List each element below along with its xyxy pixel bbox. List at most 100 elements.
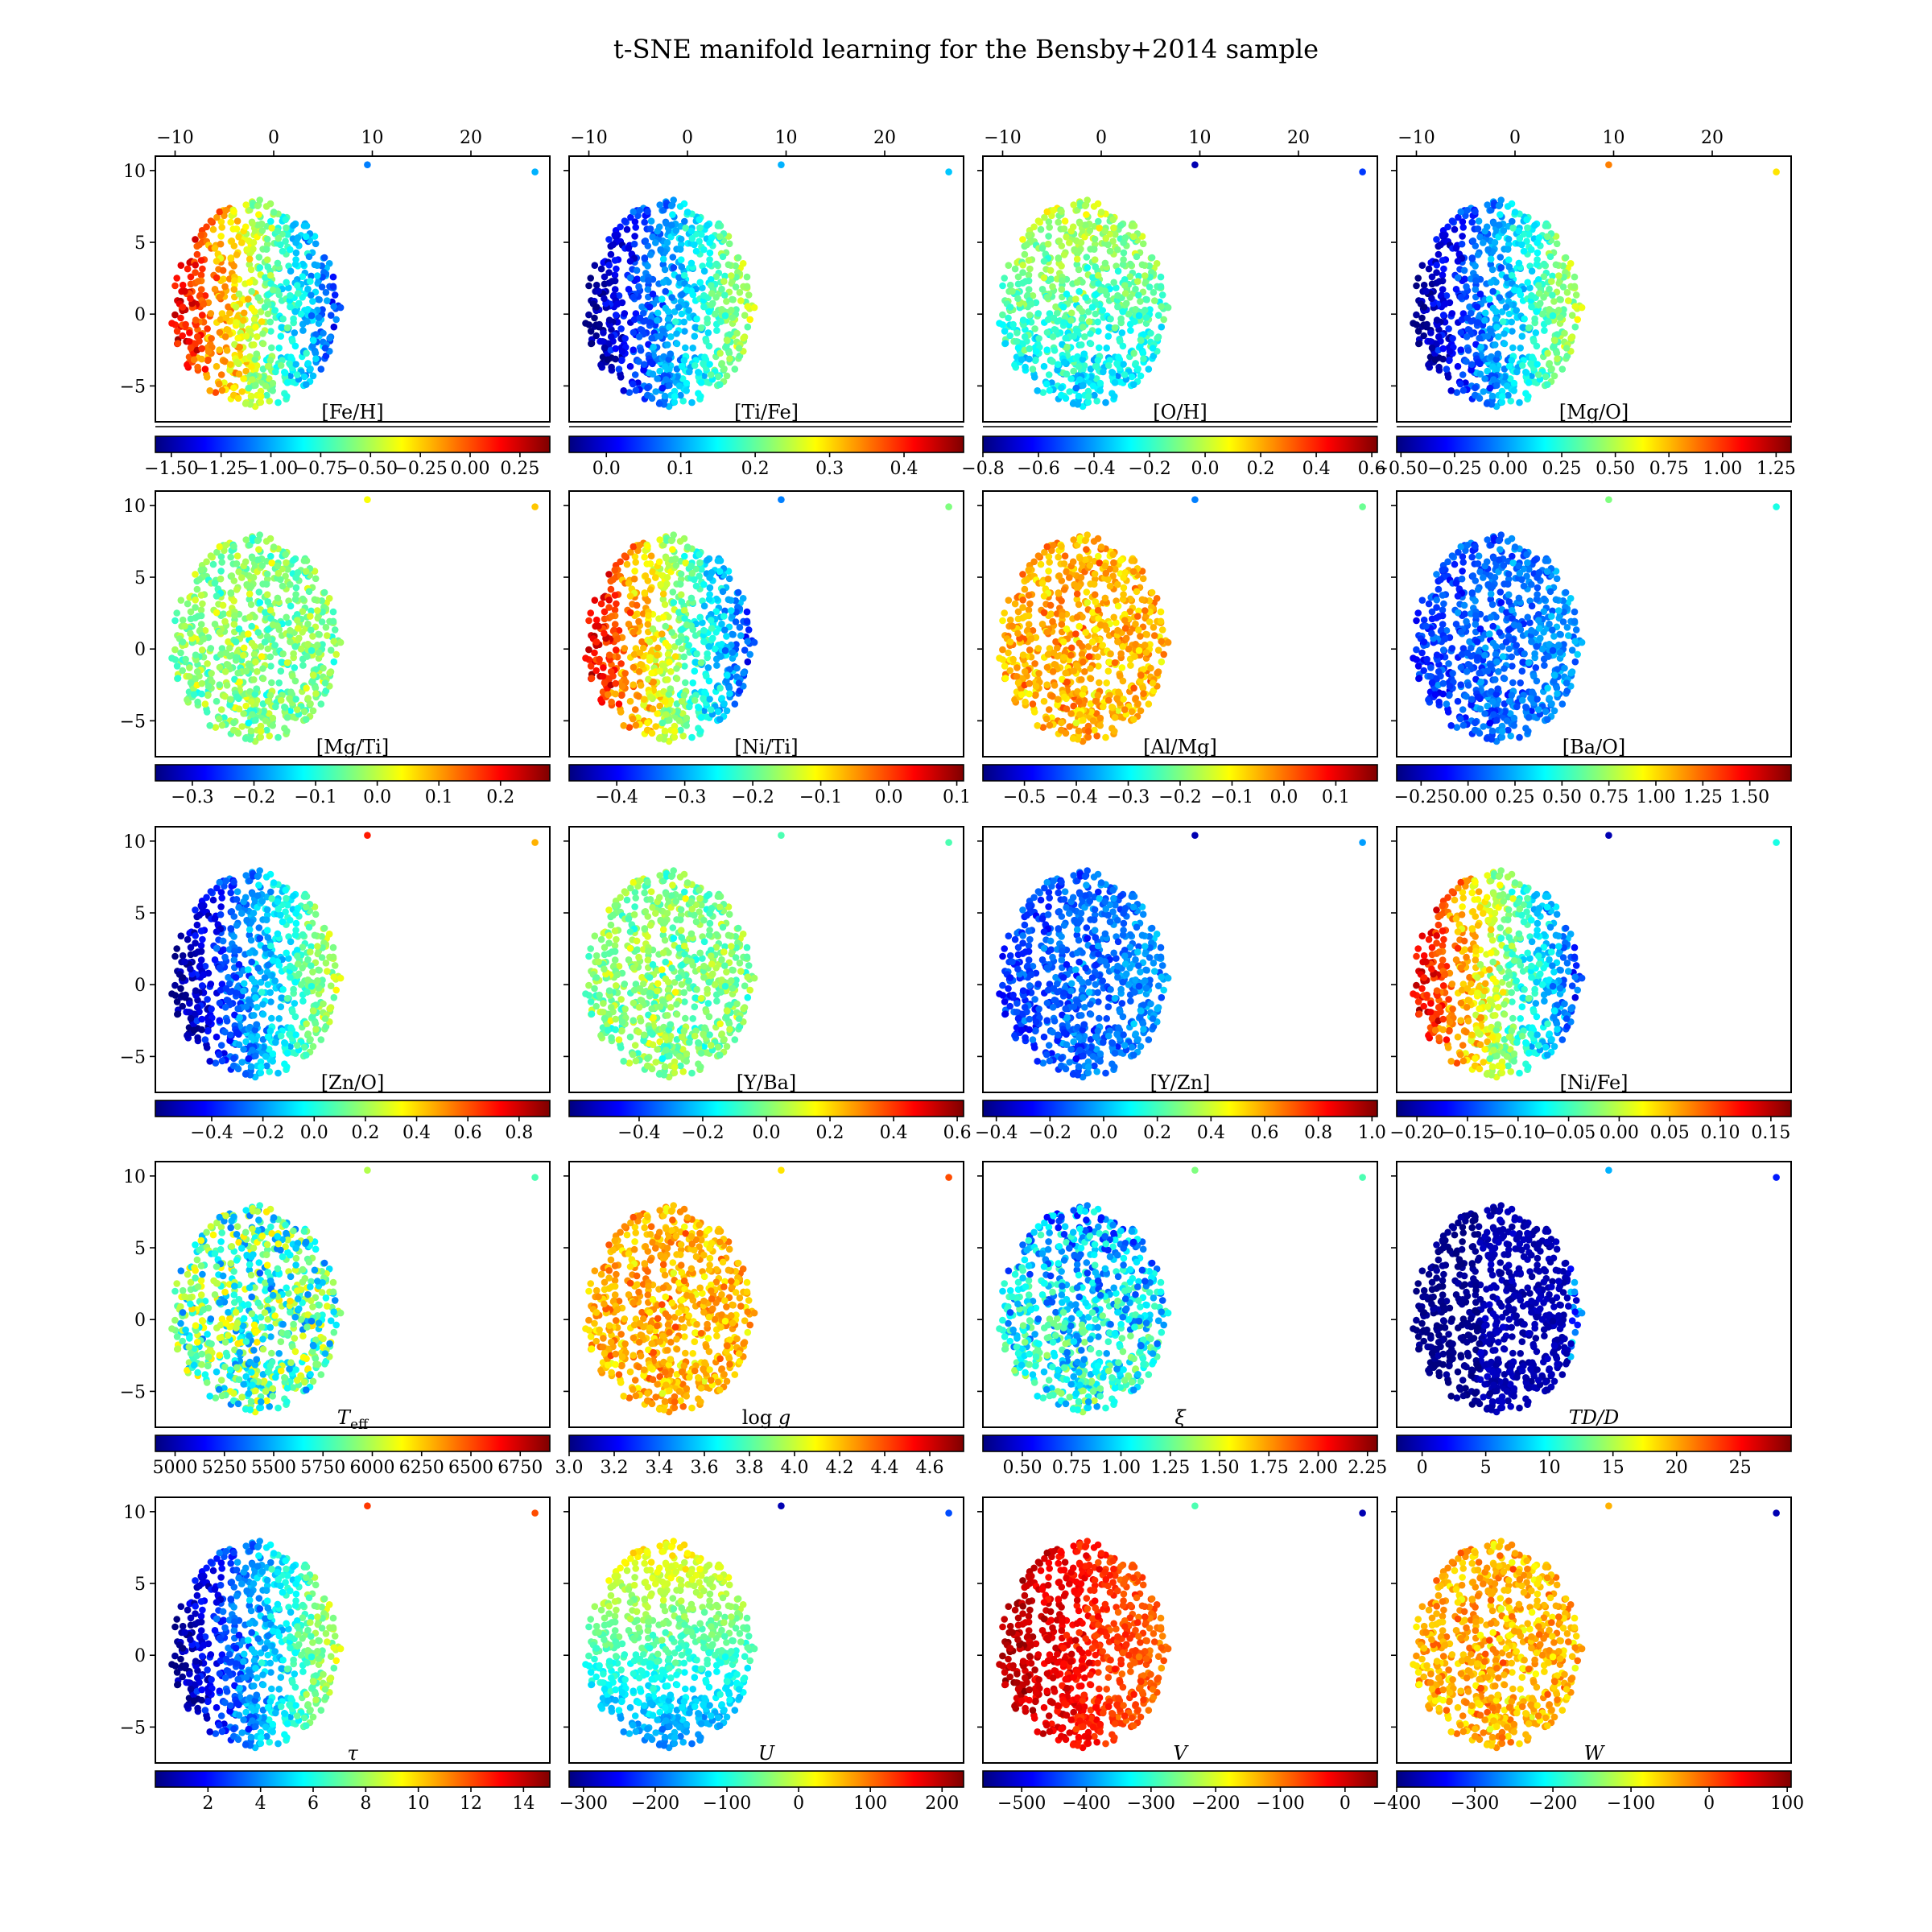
data-point: [1078, 676, 1085, 683]
data-point: [322, 624, 330, 631]
data-point: [1451, 225, 1459, 233]
data-point: [203, 558, 210, 566]
data-point: [259, 340, 267, 348]
data-point: [230, 719, 237, 727]
data-point: [607, 333, 615, 341]
data-point: [626, 592, 634, 600]
data-point: [678, 263, 686, 270]
data-point: [262, 717, 270, 724]
data-point: [256, 599, 264, 606]
data-point: [609, 241, 617, 249]
data-point: [1572, 291, 1580, 299]
data-point: [591, 262, 599, 270]
data-point: [1454, 274, 1462, 282]
data-point: [266, 397, 274, 405]
data-point: [613, 265, 620, 273]
data-point: [287, 353, 295, 361]
data-point: [1137, 372, 1145, 380]
panel-label: [Fe/H]: [321, 401, 383, 423]
data-point: [659, 327, 667, 335]
data-point: [287, 291, 294, 299]
data-point: [704, 650, 711, 658]
data-point: [336, 638, 345, 646]
data-point: [315, 295, 322, 303]
data-point: [1472, 208, 1479, 216]
data-point: [218, 386, 226, 394]
data-point: [1501, 340, 1509, 348]
data-point: [1447, 387, 1455, 394]
outlier-point: [778, 161, 785, 168]
colorbar-tick-label: −0.8: [961, 459, 1004, 479]
colorbar-tick-label: −1.25: [194, 459, 248, 479]
data-point: [197, 257, 205, 264]
data-point: [1420, 281, 1428, 289]
panel-6: [Ni/Ti]−0.4 −0.3 −0.2 −0.1 0.0 0.1: [564, 490, 971, 807]
data-point: [609, 576, 617, 584]
data-point: [254, 629, 262, 636]
data-point: [174, 675, 182, 682]
data-point: [1549, 312, 1557, 320]
data-point: [261, 303, 269, 311]
data-point: [263, 591, 271, 598]
data-point: [618, 683, 626, 690]
colorbar-tick-label: 0.4: [890, 459, 919, 479]
data-point: [255, 254, 263, 261]
data-point: [1001, 328, 1009, 335]
data-point: [218, 721, 226, 729]
data-point: [1061, 217, 1069, 225]
data-point: [197, 286, 205, 293]
data-point: [595, 622, 602, 630]
data-point: [1040, 274, 1048, 282]
data-point: [1120, 584, 1128, 592]
data-point: [1498, 398, 1506, 407]
y-tick-label: 10: [123, 162, 146, 182]
data-point: [1001, 663, 1009, 670]
data-point: [206, 722, 214, 729]
data-point: [696, 613, 704, 621]
data-point: [216, 346, 224, 354]
data-point: [1106, 582, 1114, 590]
data-point: [649, 290, 657, 298]
data-point: [668, 294, 675, 301]
colorbar: [1396, 436, 1792, 453]
data-point: [1083, 588, 1091, 596]
data-point: [671, 393, 679, 400]
data-point: [646, 303, 654, 311]
data-point: [1164, 303, 1172, 312]
data-point: [744, 658, 752, 666]
data-point: [641, 361, 648, 369]
data-point: [1045, 568, 1052, 575]
data-point: [626, 274, 634, 282]
data-point: [291, 308, 299, 316]
data-point: [1550, 298, 1558, 305]
data-point: [213, 592, 221, 600]
data-point: [607, 585, 615, 593]
data-point: [312, 690, 320, 697]
data-point: [617, 374, 625, 381]
data-point: [1063, 343, 1071, 351]
data-point: [287, 267, 295, 275]
data-point: [720, 700, 728, 708]
data-point: [1069, 223, 1077, 231]
data-point: [1158, 303, 1165, 311]
data-point: [255, 546, 262, 553]
data-point: [277, 667, 285, 675]
data-point: [705, 677, 713, 685]
data-point: [720, 278, 728, 285]
data-point: [673, 330, 680, 337]
data-point: [1043, 346, 1051, 354]
panel-label: [Mg/O]: [1559, 401, 1629, 423]
data-point: [1160, 650, 1167, 658]
data-point: [630, 316, 638, 324]
data-point: [721, 646, 729, 654]
data-point: [697, 659, 705, 667]
data-point: [645, 612, 652, 619]
data-point: [636, 207, 643, 214]
data-point: [282, 551, 290, 559]
data-point: [213, 274, 221, 282]
data-point: [221, 668, 229, 675]
data-point: [1518, 241, 1525, 249]
data-point: [644, 384, 651, 392]
data-point: [720, 365, 728, 373]
data-point: [1045, 233, 1052, 240]
